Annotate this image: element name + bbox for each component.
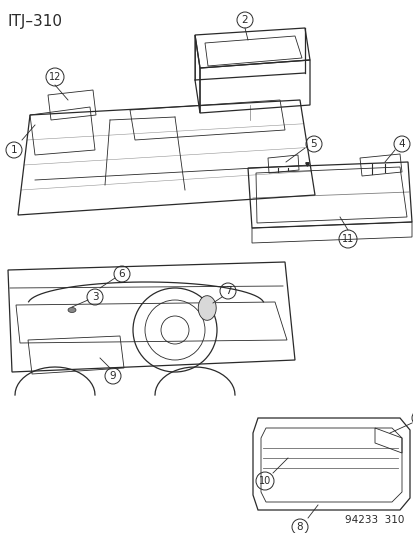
Ellipse shape bbox=[68, 308, 76, 312]
Text: 6: 6 bbox=[119, 269, 125, 279]
Text: 2: 2 bbox=[241, 15, 248, 25]
Text: ITJ–310: ITJ–310 bbox=[8, 14, 63, 29]
Text: 5: 5 bbox=[310, 139, 316, 149]
Text: 4: 4 bbox=[398, 139, 404, 149]
Text: 94233  310: 94233 310 bbox=[344, 515, 403, 525]
Text: 1: 1 bbox=[11, 145, 17, 155]
Text: 12: 12 bbox=[49, 72, 61, 82]
Text: 7: 7 bbox=[224, 286, 231, 296]
Polygon shape bbox=[198, 296, 216, 320]
Text: 3: 3 bbox=[91, 292, 98, 302]
Text: 9: 9 bbox=[109, 371, 116, 381]
Text: 10: 10 bbox=[258, 476, 271, 486]
Text: 11: 11 bbox=[341, 234, 353, 244]
Text: 8: 8 bbox=[296, 522, 303, 532]
